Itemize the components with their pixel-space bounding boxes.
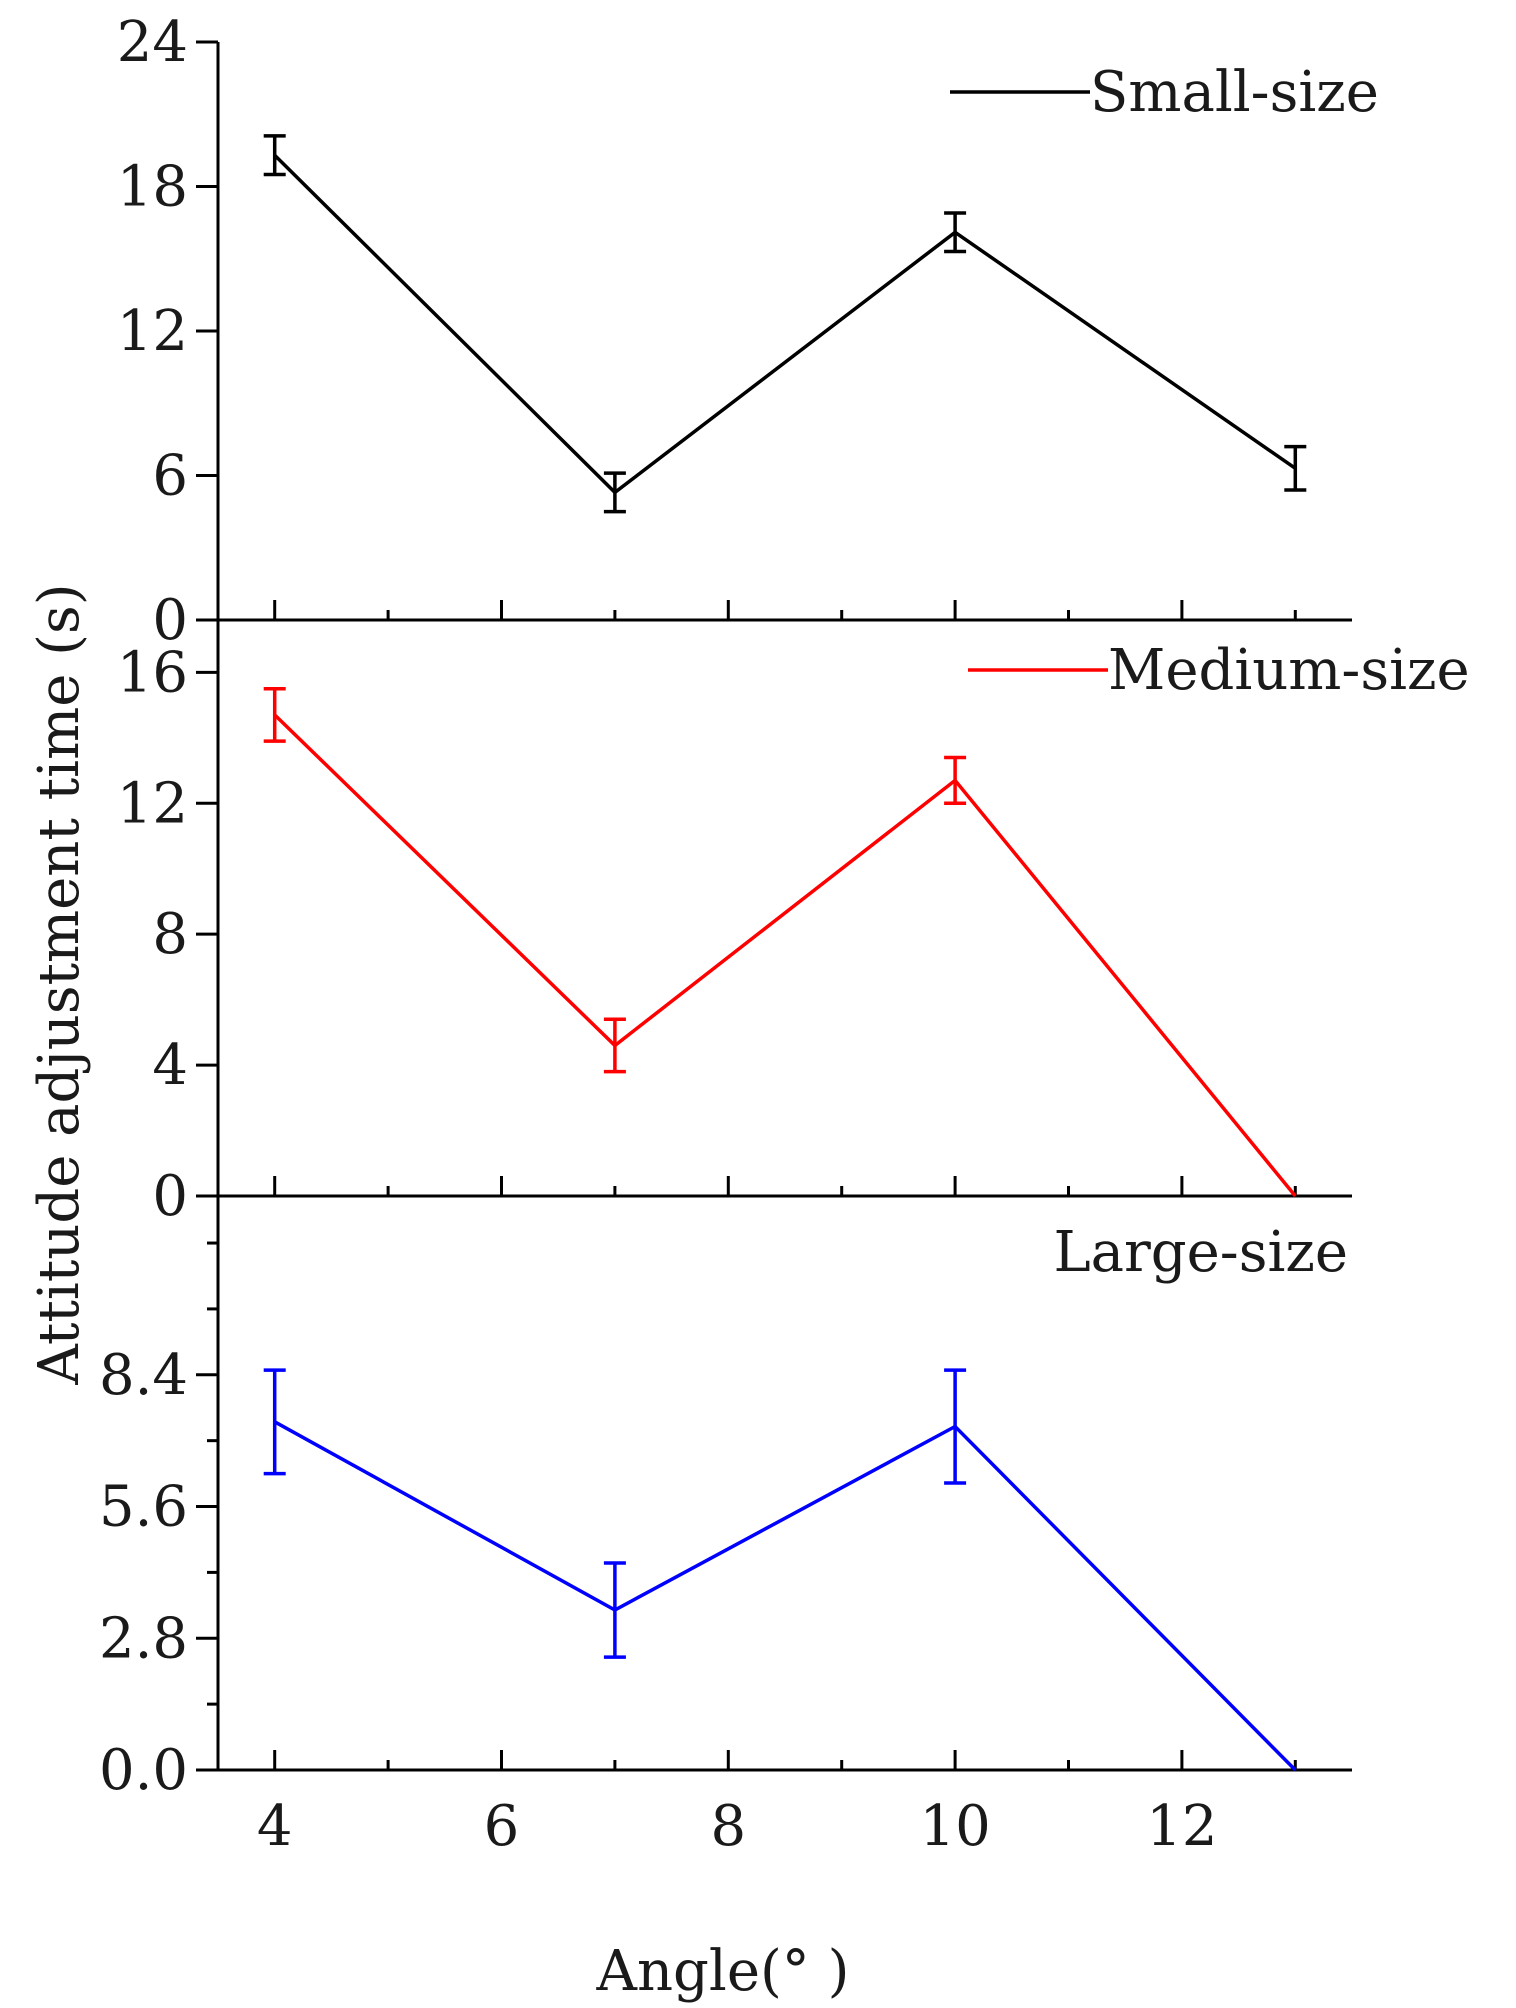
y-tick-label: 2.8 xyxy=(99,1606,188,1671)
y-axis-title: Attitude adjustment time (s) xyxy=(27,583,92,1385)
x-tick-label: 8 xyxy=(710,1794,746,1859)
x-tick-label: 4 xyxy=(257,1794,293,1859)
y-tick-label: 5.6 xyxy=(99,1475,188,1540)
y-tick-label: 24 xyxy=(117,10,188,75)
y-tick-label: 16 xyxy=(117,640,188,705)
series-line xyxy=(273,713,1297,1198)
error-bar xyxy=(603,1017,626,1074)
panel-medium-size: 0 4 8 12 16 Medium-size xyxy=(117,638,1470,1229)
panel-large-size: 0.0 2.8 5.6 8.4 Large-size xyxy=(99,1220,1352,1803)
error-bar xyxy=(1284,444,1307,492)
y-tick-label: 4 xyxy=(152,1033,188,1098)
error-bar xyxy=(263,134,286,177)
error-bar xyxy=(944,211,967,254)
legend-label: Medium-size xyxy=(1108,638,1470,703)
legend-label: Small-size xyxy=(1090,60,1379,125)
y-tick-label: 12 xyxy=(117,299,188,364)
y-tick-label: 0 xyxy=(152,1164,188,1229)
y-tick-label: 0 xyxy=(152,588,188,653)
error-bar xyxy=(603,471,626,514)
error-bar xyxy=(263,686,286,743)
y-tick-label: 8.4 xyxy=(99,1343,188,1408)
panel-small-size: 0 6 12 18 24 Small-size xyxy=(117,10,1379,653)
series-line xyxy=(273,1420,1297,1772)
x-tick-label: 10 xyxy=(919,1794,990,1859)
error-bar xyxy=(603,1561,626,1659)
x-axis-title: Angle(° ) xyxy=(596,1939,850,2004)
y-tick-label: 6 xyxy=(152,444,188,509)
y-tick-label: 0.0 xyxy=(99,1738,188,1803)
series-line xyxy=(273,153,1297,495)
error-bar xyxy=(944,755,967,806)
x-tick-label: 6 xyxy=(484,1794,520,1859)
error-bar xyxy=(944,1368,967,1485)
y-tick-label: 12 xyxy=(117,771,188,836)
x-tick-label: 12 xyxy=(1146,1794,1217,1859)
error-bar xyxy=(263,1368,286,1476)
y-tick-label: 18 xyxy=(117,155,188,220)
y-tick-label: 8 xyxy=(152,902,188,967)
legend-label: Large-size xyxy=(1053,1220,1348,1285)
